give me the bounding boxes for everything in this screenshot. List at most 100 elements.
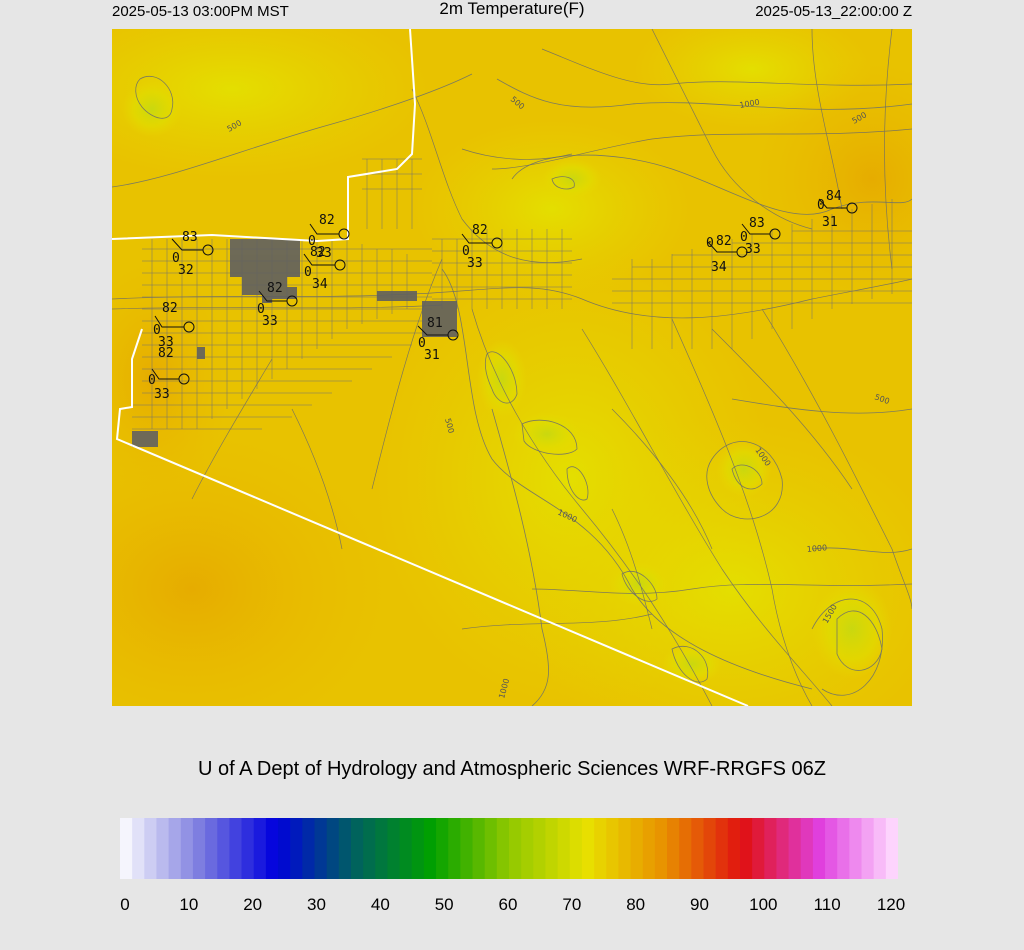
contour-labels: 500 500 1000 500 1000 500 1000 1000 1500… — [226, 95, 891, 700]
colorbar-cell — [885, 818, 898, 879]
colorbar-cell — [630, 818, 644, 879]
colorbar-cell — [533, 818, 547, 879]
colorbar-cell — [436, 818, 449, 879]
colorbar-cell — [496, 818, 510, 879]
colorbar-cell — [642, 818, 656, 879]
station-plot[interactable]: 83 0 32 — [171, 230, 214, 278]
station-temperature: 84 — [826, 189, 842, 204]
colorbar-tick-label: 120 — [876, 895, 906, 914]
colorbar-cell — [752, 818, 765, 879]
station-gust: 0 — [257, 302, 265, 317]
colorbar-cell — [521, 818, 534, 879]
colorbar-cell — [265, 818, 279, 879]
colorbar-cell — [168, 818, 182, 879]
colorbar-cell — [849, 818, 863, 879]
station-temperature: 82 — [716, 234, 732, 249]
colorbar-cell — [606, 818, 620, 879]
colorbar-cell — [144, 818, 158, 879]
colorbar-cell — [861, 818, 875, 879]
colorbar-cell — [253, 818, 267, 879]
station-dewpoint: 31 — [822, 215, 838, 230]
colorbar-cell — [484, 818, 498, 879]
colorbar-cell — [727, 818, 741, 879]
station-dewpoint: 33 — [158, 335, 174, 350]
colorbar-tick-label: 40 — [370, 895, 390, 914]
colorbar-cell — [217, 818, 231, 879]
station-temperature: 82 — [158, 346, 174, 361]
colorbar-cell — [776, 818, 790, 879]
station-dewpoint: 34 — [312, 277, 328, 292]
colorbar-tick-label: 30 — [307, 895, 326, 914]
colorbar-tick-label: 50 — [434, 895, 454, 914]
colorbar-cell — [825, 818, 838, 879]
colorbar-tick-labels: 0 10 20 30 40 50 60 70 80 90 100 110 120 — [0, 895, 1024, 915]
colorbar-cell — [205, 818, 218, 879]
contour-label: 500 — [443, 417, 456, 434]
station-plot[interactable]: 82 0 33 — [308, 213, 350, 261]
colorbar-cell — [180, 818, 194, 879]
colorbar-tick-label: 80 — [626, 895, 646, 914]
station-gust: 0 — [740, 230, 748, 245]
colorbar-tick-label: 60 — [498, 895, 518, 914]
station-dewpoint: 31 — [424, 348, 440, 363]
colorbar-cell — [557, 818, 571, 879]
colorbar-cell — [837, 818, 850, 879]
station-plot[interactable]: 82 0 33 — [153, 301, 195, 350]
station-plot[interactable]: 81 0 31 — [417, 316, 459, 363]
station-dewpoint: 33 — [316, 246, 332, 261]
station-plot[interactable]: 82 0 33 — [148, 346, 190, 402]
station-dewpoint: 32 — [178, 263, 194, 278]
station-plot[interactable]: 82 0 33 — [257, 281, 298, 329]
colorbar-cell — [411, 818, 425, 879]
colorbar-cell — [667, 818, 680, 879]
station-plot[interactable]: 83 0 33 — [740, 216, 781, 257]
map-title: 2m Temperature(F) — [439, 0, 585, 18]
station-gust: 0 — [706, 236, 714, 251]
colorbar-tick-label: 110 — [813, 895, 841, 914]
colorbar — [120, 818, 898, 879]
station-gust: 0 — [817, 198, 825, 213]
colorbar-cell — [278, 818, 291, 879]
station-plot[interactable]: 82 0 33 — [461, 223, 503, 271]
station-gust: 0 — [308, 234, 316, 249]
station-gust: 0 — [148, 373, 156, 388]
colorbar-cell — [423, 818, 437, 879]
colorbar-cell — [302, 818, 316, 879]
station-gust: 0 — [172, 251, 180, 266]
colorbar-cell — [812, 818, 826, 879]
contour-label: 1000 — [739, 98, 761, 110]
colorbar-cell — [654, 818, 668, 879]
station-temperature: 82 — [319, 213, 335, 228]
station-plot[interactable]: 84 0 31 — [817, 189, 858, 230]
colorbar-cell — [569, 818, 583, 879]
colorbar-cell — [192, 818, 206, 879]
station-plot[interactable]: 82 0 34 — [706, 234, 748, 275]
urban-street-grid — [132, 158, 912, 430]
station-gust: 0 — [304, 265, 312, 280]
colorbar-cell — [509, 818, 522, 879]
colorbar-cell — [715, 818, 729, 879]
colorbar-cell — [691, 818, 705, 879]
station-dewpoint: 33 — [262, 314, 278, 329]
elevation-contours — [112, 73, 912, 706]
colorbar-cell — [800, 818, 814, 879]
colorbar-cell — [739, 818, 753, 879]
colorbar-cells — [120, 818, 898, 879]
valid-time-utc: 2025-05-13_22:00:00 Z — [755, 3, 912, 20]
station-plot[interactable]: 82 0 34 — [303, 245, 346, 292]
colorbar-cell — [460, 818, 474, 879]
station-temperature: 83 — [182, 230, 198, 245]
colorbar-cell — [314, 818, 328, 879]
valid-time-local: 2025-05-13 03:00PM MST — [112, 3, 289, 20]
colorbar-tick-label: 10 — [179, 895, 199, 914]
colorbar-cell — [156, 818, 170, 879]
urban-dense-areas — [132, 239, 457, 447]
station-gust: 0 — [418, 336, 426, 351]
contour-label: 1000 — [806, 543, 827, 554]
colorbar-cell — [873, 818, 887, 879]
colorbar-cell — [581, 818, 595, 879]
station-dewpoint: 33 — [154, 387, 170, 402]
station-gust: 0 — [153, 323, 161, 338]
station-temperature: 82 — [162, 301, 178, 316]
station-dewpoint: 33 — [745, 242, 761, 257]
